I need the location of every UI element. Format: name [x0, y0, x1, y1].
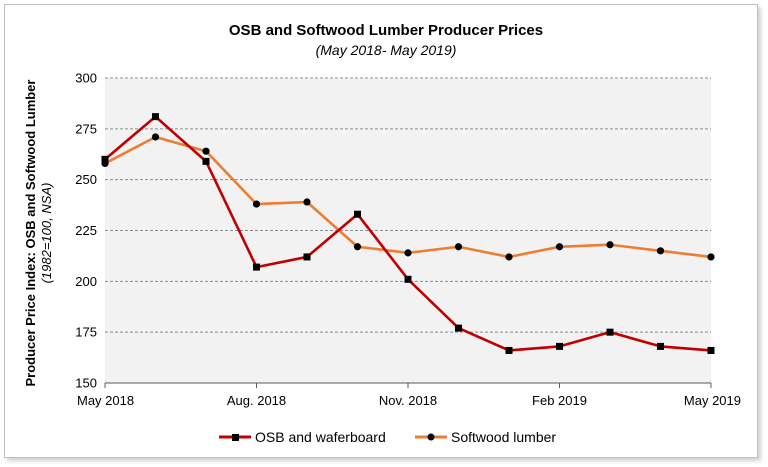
legend-label-softwood: Softwood lumber — [451, 429, 556, 445]
y-axis-sublabel: (1982=100, NSA) — [39, 183, 54, 284]
chart-frame: 150 175 200 225 250 275 300 May 2018 Aug. 2018 No… — [4, 4, 758, 458]
data-point-softwood-6 — [404, 249, 412, 257]
y-tick-label-175: 175 — [75, 325, 97, 340]
legend-item-softwood: Softwood lumber — [415, 429, 556, 445]
x-tick-label-3: Feb 2019 — [532, 393, 587, 408]
data-point-osb-10 — [606, 328, 614, 336]
data-point-softwood-5 — [353, 243, 362, 251]
x-tick-label-1: Aug. 2018 — [227, 393, 286, 408]
legend: OSB and waferboard Softwood lumber — [219, 429, 556, 445]
data-point-osb-9 — [556, 342, 563, 350]
data-point-softwood-10 — [606, 241, 614, 249]
data-point-softwood-9 — [555, 243, 564, 251]
data-point-softwood-7 — [454, 243, 463, 251]
series-layer — [101, 113, 715, 354]
y-axis-label: Producer Price Index: OSB and Softwood L… — [23, 80, 38, 387]
y-tick-label-275: 275 — [75, 121, 97, 136]
y-tick-label-250: 250 — [75, 172, 97, 187]
legend-label-osb: OSB and waferboard — [255, 429, 386, 445]
data-point-osb-2 — [202, 157, 210, 165]
data-point-softwood-4 — [303, 198, 311, 206]
data-point-osb-3 — [253, 263, 260, 271]
data-point-osb-6 — [404, 275, 412, 283]
data-point-osb-12 — [707, 346, 715, 354]
data-point-softwood-12 — [707, 253, 715, 261]
data-point-softwood-3 — [252, 200, 261, 208]
chart-title: OSB and Softwood Lumber Producer Prices — [229, 22, 543, 39]
chart-subtitle: (May 2018- May 2019) — [316, 42, 457, 58]
data-point-osb-8 — [505, 346, 513, 354]
x-tick-label-2: Nov. 2018 — [379, 393, 437, 408]
y-tick-label-300: 300 — [75, 71, 97, 86]
legend-marker-softwood — [427, 433, 435, 441]
line-chart: 150 175 200 225 250 275 300 May 2018 Aug. 2018 No… — [23, 22, 741, 445]
x-tick-label-0: May 2018 — [77, 393, 134, 408]
data-point-osb-4 — [303, 253, 311, 261]
data-point-osb-5 — [354, 210, 361, 218]
data-point-softwood-11 — [656, 247, 665, 255]
x-tick-label-4: May 2019 — [684, 393, 741, 408]
legend-item-osb: OSB and waferboard — [219, 429, 386, 445]
data-point-osb-1 — [152, 113, 159, 121]
data-point-osb-7 — [455, 324, 462, 332]
data-point-osb-0 — [101, 155, 109, 163]
axes: 150 175 200 225 250 275 300 May 2018 Aug. 2018 No… — [75, 71, 741, 409]
data-point-softwood-1 — [151, 133, 160, 141]
data-point-osb-11 — [657, 342, 664, 350]
legend-marker-osb — [232, 434, 239, 441]
y-tick-label-150: 150 — [75, 376, 97, 391]
y-tick-label-225: 225 — [75, 223, 97, 238]
y-tick-label-200: 200 — [75, 274, 97, 289]
data-point-softwood-8 — [505, 253, 513, 261]
data-point-softwood-2 — [202, 147, 210, 155]
